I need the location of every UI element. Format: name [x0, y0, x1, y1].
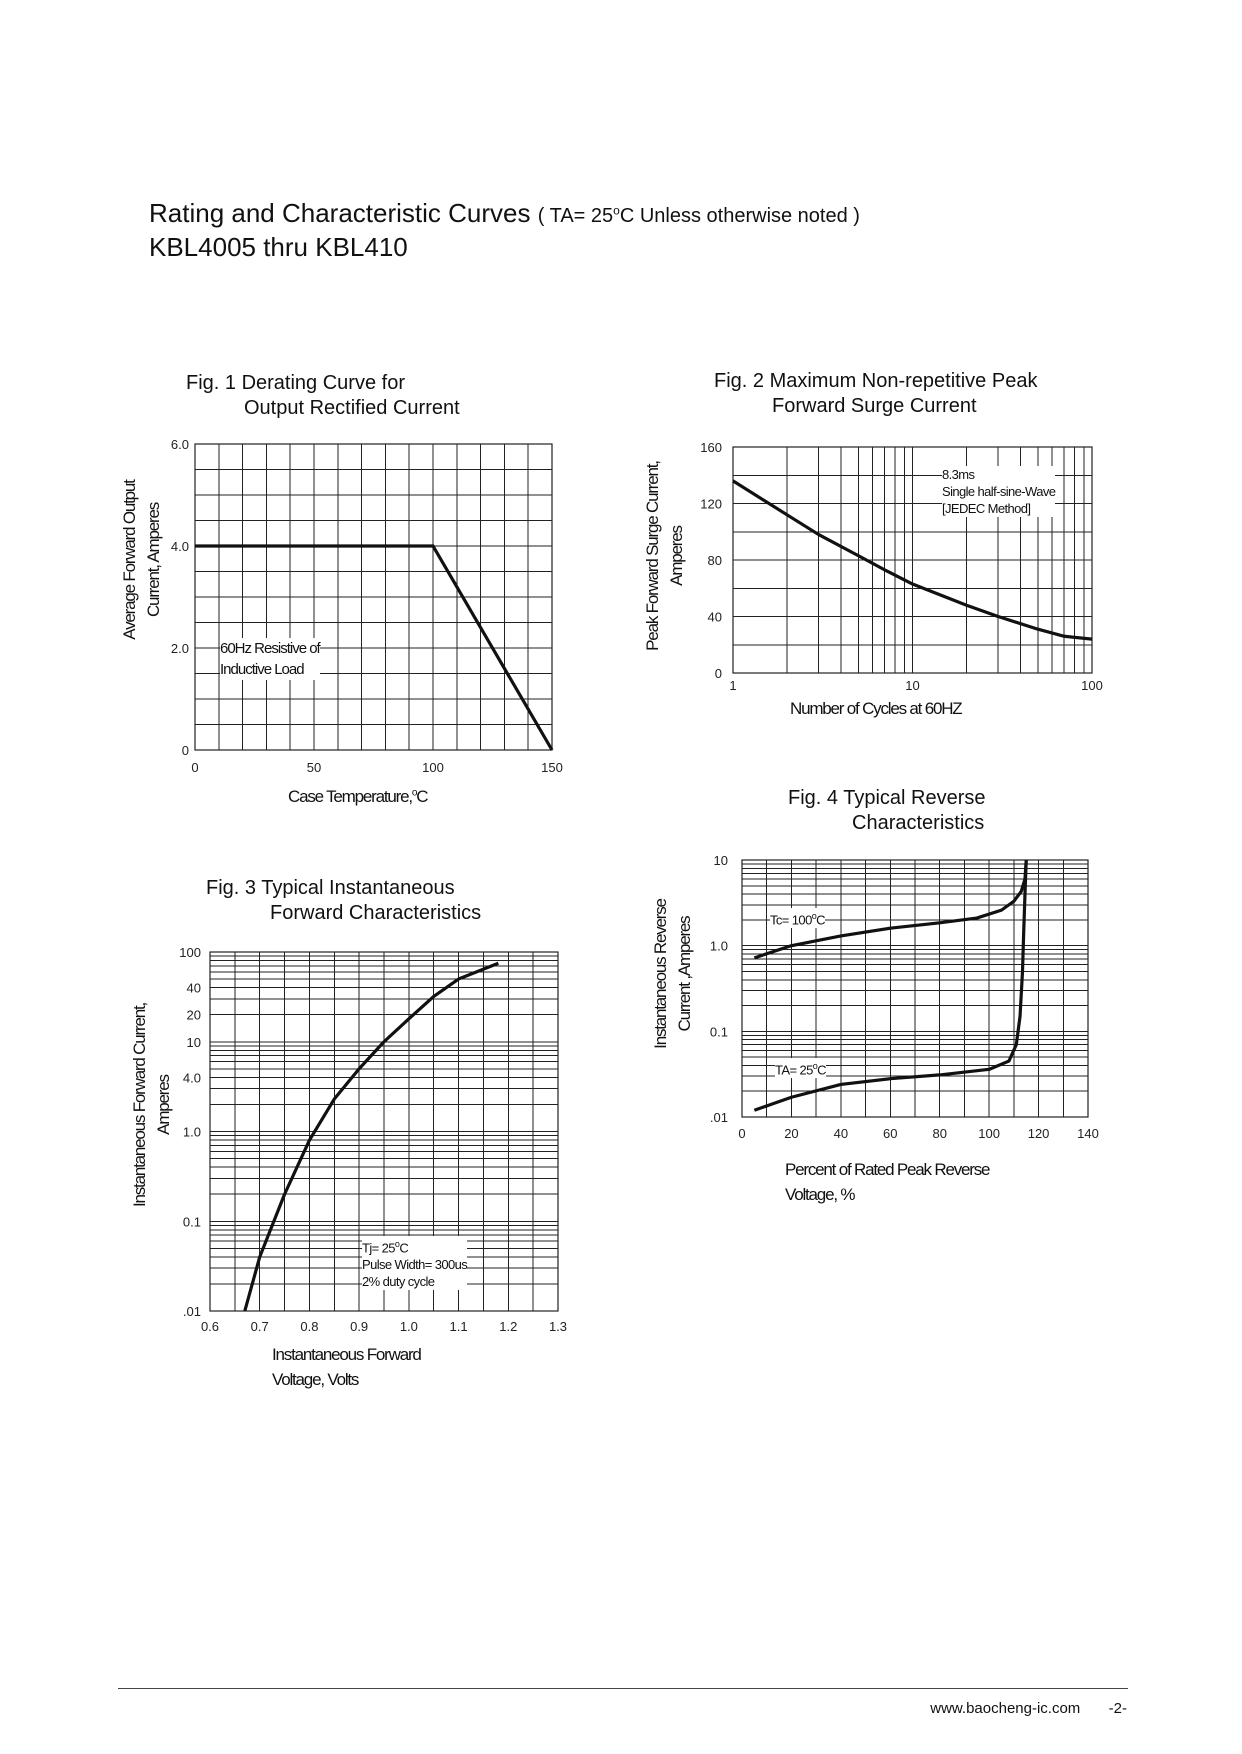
fig1-y-tick-label: 6.0: [171, 437, 189, 452]
fig2-y-tick-label: 0: [715, 666, 722, 681]
fig2-y-tick-label: 80: [708, 553, 722, 568]
fig3-forward-curve: [243, 961, 499, 1312]
fig2-x-tick-label: 1: [729, 678, 736, 693]
fig4-series-label-100: Tc= 100oC: [770, 908, 825, 929]
fig1-x-tick-label: 50: [307, 760, 321, 775]
fig4-x-tick-label: 80: [932, 1126, 946, 1141]
fig3-y-tick-label: 0.1: [183, 1214, 201, 1229]
fig2-annotation: 8.3ms Single half-sine-Wave [JEDEC Metho…: [942, 466, 1056, 517]
fig2-plot-frame: [732, 446, 1093, 674]
fig3-y-tick-label: 100: [179, 945, 201, 960]
fig3-x-tick-label: 1.2: [499, 1319, 517, 1334]
fig4-x-tick-label: 20: [784, 1126, 798, 1141]
fig3-title: Fig. 3 Typical Instantaneous Forward Cha…: [206, 877, 482, 924]
title-condition: ( TA= 25oC Unless otherwise noted ): [537, 203, 860, 227]
fig3-plot-frame: [209, 951, 559, 1312]
fig1-y-tick-label: 0: [182, 743, 189, 758]
fig2-x-tick-label: 100: [1081, 678, 1103, 693]
fig2-x-tick-label: 10: [905, 678, 919, 693]
fig4-y-tick-label: .01: [710, 1110, 728, 1125]
fig1-x-tick-label: 150: [541, 760, 563, 775]
fig4-curve-ta25: [753, 859, 1028, 1112]
fig4-x-tick-label: 40: [834, 1126, 848, 1141]
fig4-ylabel: Instantaneous Reverse Current ,Amperes: [651, 899, 694, 1049]
page-title: Rating and Characteristic Curves ( TA= 2…: [149, 198, 860, 229]
fig4-y-tick-label: 10: [714, 853, 728, 868]
fig3-x-tick-label: 0.8: [300, 1319, 318, 1334]
fig3-x-tick-label: 0.9: [350, 1319, 368, 1334]
fig1-y-tick-label: 4.0: [171, 539, 189, 554]
part-range: KBL4005 thru KBL410: [149, 232, 408, 262]
fig3-y-tick-label: 20: [187, 1008, 201, 1023]
fig4-xlabel: Percent of Rated Peak Reverse Voltage, %: [785, 1160, 990, 1204]
fig3-x-tick-label: 1.3: [549, 1319, 567, 1334]
fig4-x-tick-label: 120: [1028, 1126, 1050, 1141]
fig4-y-tick-label: 0.1: [710, 1024, 728, 1039]
fig3-y-tick-label: 40: [187, 981, 201, 996]
fig3-y-tick-label: 4.0: [183, 1070, 201, 1085]
fig1-title: Fig. 1 Derating Curve for Output Rectifi…: [186, 372, 460, 419]
fig1-annotation: 60Hz Resistive of Inductive Load: [220, 638, 321, 680]
fig4-x-tick-label: 60: [883, 1126, 897, 1141]
fig3-y-tick-label: 10: [187, 1035, 201, 1050]
fig3-xlabel: Instantaneous Forward Voltage, Volts: [272, 1345, 422, 1389]
footer-divider: [118, 1688, 1128, 1689]
fig4-y-tick-label: 1.0: [710, 939, 728, 954]
fig1-plot-frame: [194, 443, 553, 751]
fig3-x-tick-label: 0.7: [251, 1319, 269, 1334]
fig1-xlabel: Case Temperature,oC: [288, 787, 429, 806]
fig1-derating-line: [195, 544, 554, 751]
fig2-y-tick-label: 40: [708, 610, 722, 625]
fig3-x-tick-label: 0.6: [201, 1319, 219, 1334]
fig4-x-tick-label: 100: [978, 1126, 1000, 1141]
fig4-series-label-25: TA= 25oC: [775, 1058, 827, 1079]
fig1-y-tick-label: 2.0: [171, 641, 189, 656]
fig2-surge-curve: [732, 479, 1093, 641]
footer: www.baocheng-ic.com -2-: [930, 1700, 1127, 1717]
fig4-x-tick-label: 140: [1077, 1126, 1099, 1141]
fig3-annotation: Tj= 25oC Pulse Width= 300us 2% duty cycl…: [362, 1236, 468, 1291]
fig2-title: Fig. 2 Maximum Non-repetitive Peak Forwa…: [714, 370, 1038, 417]
fig3-x-tick-label: 1.1: [450, 1319, 468, 1334]
fig3-y-tick-label: 1.0: [183, 1125, 201, 1140]
fig2-ylabel: Peak Forward Surge Current, Amperes: [643, 461, 686, 651]
fig4-plot-frame: [741, 859, 1089, 1118]
fig2-y-tick-label: 120: [700, 497, 722, 512]
page-number: -2-: [1108, 1700, 1127, 1717]
fig4-curve-tc100: [753, 859, 1028, 960]
fig1-ylabel: Average Forward Output Current, Amperes: [120, 480, 163, 640]
fig3-ylabel: Instantaneous Forward Current, Amperes: [130, 1003, 173, 1208]
fig3-y-tick-label: .01: [183, 1304, 201, 1319]
fig3-x-tick-label: 1.0: [400, 1319, 418, 1334]
fig2-xlabel: Number of Cycles at 60HZ: [790, 699, 963, 718]
footer-website[interactable]: www.baocheng-ic.com: [930, 1700, 1081, 1717]
fig1-x-tick-label: 100: [422, 760, 444, 775]
title-text: Rating and Characteristic Curves: [149, 198, 531, 228]
fig2-y-tick-label: 160: [700, 440, 722, 455]
fig1-x-tick-label: 0: [191, 760, 198, 775]
fig4-x-tick-label: 0: [738, 1126, 745, 1141]
fig4-title: Fig. 4 Typical Reverse Characteristics: [788, 787, 986, 834]
